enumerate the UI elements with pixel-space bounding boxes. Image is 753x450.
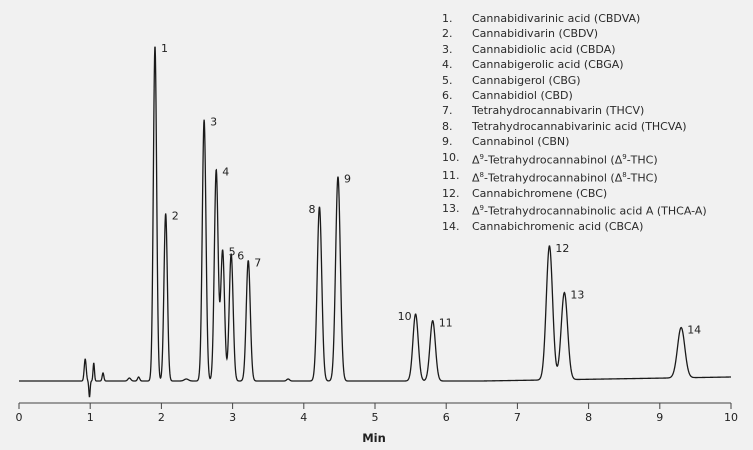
legend-compound-name: Cannabichromenic acid (CBCA) <box>472 220 644 234</box>
x-tick-label-6: 6 <box>443 411 450 424</box>
legend-item: 4. Cannabigerolic acid (CBGA) <box>442 57 707 72</box>
legend-number: 9. <box>442 135 453 149</box>
x-tick-label-9: 9 <box>656 411 663 424</box>
legend-number: 10. <box>442 150 460 164</box>
peak-label-2: 2 <box>172 210 179 223</box>
legend-item: 5. Cannabigerol (CBG) <box>442 73 707 88</box>
x-tick-label-0: 0 <box>16 411 23 424</box>
legend-compound-name: Δ9-Tetrahydrocannabinol (Δ9-THC) <box>472 152 658 167</box>
legend-item: 8. Tetrahydrocannabivarinic acid (THCVA) <box>442 119 707 134</box>
peak-label-6: 6 <box>237 250 244 263</box>
x-tick-label-10: 10 <box>724 411 738 424</box>
legend-number: 14. <box>442 220 460 234</box>
legend-compound-name: Cannabichromene (CBC) <box>472 186 608 200</box>
peak-label-11: 11 <box>439 317 453 330</box>
legend-number: 4. <box>442 58 453 72</box>
legend-item: 10. Δ9-Tetrahydrocannabinol (Δ9-THC) <box>442 150 707 168</box>
peak-label-10: 10 <box>398 310 412 323</box>
legend-number: 6. <box>442 89 453 103</box>
x-tick-label-3: 3 <box>229 411 236 424</box>
legend-number: 2. <box>442 27 453 41</box>
peak-label-7: 7 <box>254 256 261 269</box>
x-tick-label-1: 1 <box>87 411 94 424</box>
peak-legend: 1. Cannabidivarinic acid (CBDVA) 2. Cannabi… <box>442 11 707 235</box>
legend-compound-name: Cannabigerol (CBG) <box>472 73 581 87</box>
legend-item: 2. Cannabidivarin (CBDV) <box>442 26 707 41</box>
legend-number: 7. <box>442 104 453 118</box>
trace-layer <box>19 46 731 398</box>
legend-number: 12. <box>442 186 460 200</box>
peak-label-5: 5 <box>229 246 236 259</box>
legend-item: 6. Cannabidiol (CBD) <box>442 88 707 103</box>
legend-item: 13. Δ9-Tetrahydrocannabinolic acid A (THC… <box>442 201 707 219</box>
x-tick-label-2: 2 <box>158 411 165 424</box>
x-axis-title: Min <box>362 431 386 445</box>
legend-number: 8. <box>442 119 453 133</box>
x-tick-label-8: 8 <box>585 411 592 424</box>
legend-item: 9. Cannabinol (CBN) <box>442 134 707 149</box>
legend-item: 12. Cannabichromene (CBC) <box>442 186 707 201</box>
legend-compound-name: Tetrahydrocannabivarinic acid (THCVA) <box>472 119 687 133</box>
x-tick-label-4: 4 <box>300 411 307 424</box>
legend-compound-name: Δ9-Tetrahydrocannabinolic acid A (THCA-A… <box>472 204 707 218</box>
legend-compound-name: Cannabidivarin (CBDV) <box>472 27 599 41</box>
legend-compound-name: Cannabidiolic acid (CBDA) <box>472 42 616 56</box>
legend-number: 13. <box>442 202 460 216</box>
legend-item: 7. Tetrahydrocannabivarin (THCV) <box>442 103 707 118</box>
legend-item: 3. Cannabidiolic acid (CBDA) <box>442 42 707 57</box>
legend-compound-name: Cannabigerolic acid (CBGA) <box>472 58 624 72</box>
peak-label-4: 4 <box>222 166 229 179</box>
legend-compound-name: Cannabidiol (CBD) <box>472 89 573 103</box>
legend-compound-name: Cannabinol (CBN) <box>472 135 570 149</box>
legend-compound-name: Cannabidivarinic acid (CBDVA) <box>472 12 641 25</box>
peak-label-3: 3 <box>210 116 217 129</box>
peak-label-9: 9 <box>344 173 351 186</box>
peak-label-13: 13 <box>570 289 584 302</box>
peak-label-8: 8 <box>309 203 316 216</box>
peak-label-12: 12 <box>555 242 569 255</box>
legend-number: 3. <box>442 42 453 56</box>
legend-number: 5. <box>442 73 453 87</box>
legend-compound-name: Tetrahydrocannabivarin (THCV) <box>472 104 645 118</box>
legend-item: 1. Cannabidivarinic acid (CBDVA) <box>442 11 707 26</box>
x-tick-label-7: 7 <box>514 411 521 424</box>
legend-number: 11. <box>442 168 460 182</box>
legend-item: 11. Δ8-Tetrahydrocannabinol (Δ8-THC) <box>442 168 707 186</box>
legend-compound-name: Δ8-Tetrahydrocannabinol (Δ8-THC) <box>472 170 658 185</box>
chromatogram-trace <box>19 46 731 398</box>
legend-item: 14. Cannabichromenic acid (CBCA) <box>442 219 707 234</box>
x-tick-label-5: 5 <box>372 411 379 424</box>
x-axis: 0 1 2 3 4 5 6 7 8 9 10 <box>16 402 738 424</box>
peak-label-14: 14 <box>687 324 701 337</box>
legend-number: 1. <box>442 12 453 25</box>
peak-label-1: 1 <box>161 42 168 55</box>
